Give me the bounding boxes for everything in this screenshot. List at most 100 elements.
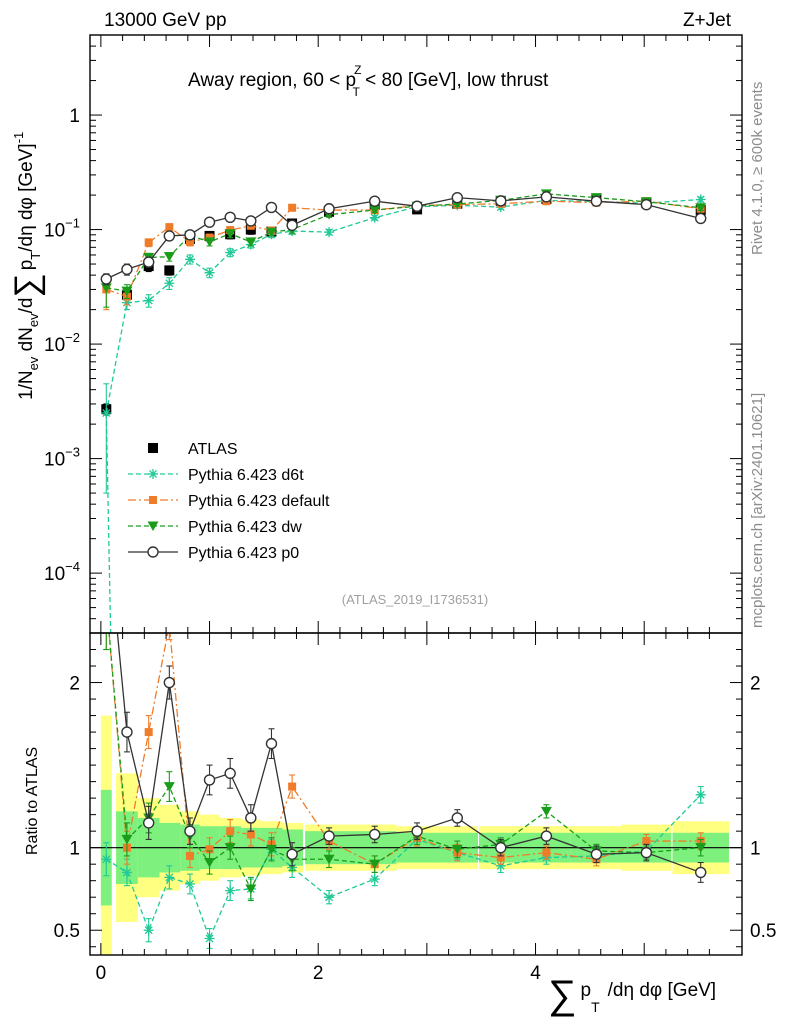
data-point-d6t	[101, 408, 112, 419]
y-tick-label-ratio-right: 1	[750, 839, 761, 860]
data-point-dw	[224, 229, 236, 239]
data-point-dw	[100, 283, 112, 293]
ratio-point-d6t	[225, 885, 236, 896]
ratio-panel: 2 2 1 1 0.5 0.5 0 2 4	[54, 35, 776, 984]
series-line-dw	[106, 193, 701, 292]
y-tick-label-ratio-right: 0.5	[750, 921, 776, 942]
ratio-point-d6t	[184, 878, 195, 889]
x-tick-label: 0	[96, 963, 107, 984]
ratio-point-default	[226, 827, 235, 836]
ratio-point-p0	[411, 825, 423, 837]
ratio-point-dw	[121, 834, 133, 845]
main-panel: 1 10−1 10−2 10−3 10−4	[44, 34, 743, 634]
data-point-p0	[265, 201, 278, 214]
series-atlas-main	[101, 193, 706, 416]
ratio-point-dw	[204, 858, 216, 868]
legend-marker-p0	[147, 546, 159, 558]
data-point-p0	[142, 256, 155, 268]
data-point-dw	[265, 227, 277, 238]
data-point-default	[288, 203, 297, 212]
data-point-dw	[121, 286, 133, 297]
legend-label-atlas: ATLAS	[188, 441, 238, 458]
header-left: 13000 GeV pp	[104, 10, 227, 31]
data-point-p0	[369, 195, 381, 207]
data-point-p0	[495, 195, 507, 207]
data-point-p0	[121, 263, 133, 275]
legend-item-dw: Pythia 6.423 dw	[128, 519, 302, 536]
y-tick-label-main: 10−2	[44, 330, 80, 356]
data-point-d6t	[184, 254, 195, 265]
data-point-p0	[640, 198, 653, 211]
ratio-point-p0	[121, 726, 133, 738]
ratio-point-p0	[184, 825, 196, 837]
ratio-point-d6t	[204, 933, 215, 944]
data-point-p0	[451, 191, 463, 204]
ratio-point-p0	[451, 812, 463, 824]
rivet-label: Rivet 4.1.0, ≥ 600k events	[749, 82, 766, 255]
y-tick-label-ratio: 1	[69, 839, 80, 860]
ratio-point-d6t	[143, 925, 154, 936]
ratio-point-dw	[224, 843, 236, 853]
data-point-d6t	[204, 267, 215, 278]
data-point-dw	[369, 205, 381, 216]
data-point-p0	[695, 212, 707, 225]
data-point-d6t	[143, 295, 154, 306]
y-tick-label-ratio: 2	[69, 674, 80, 695]
series-p0-main	[100, 191, 707, 286]
ratio-point-p0	[265, 737, 278, 750]
ratio-point-p0	[286, 848, 298, 860]
data-point-d6t	[695, 194, 706, 205]
series-p0-ratio	[103, 633, 707, 883]
data-point-p0	[245, 215, 257, 227]
legend-item-d6t: Pythia 6.423 d6t	[128, 467, 304, 484]
data-point-p0	[286, 219, 298, 231]
ratio-point-default	[144, 728, 153, 737]
data-point-d6t	[225, 247, 236, 258]
ratio-point-default	[246, 830, 255, 839]
legend: ATLAS Pythia 6.423 d6t Pythia 6.423 defaul…	[128, 441, 330, 562]
ratio-point-p0	[203, 774, 216, 786]
y-axis-label-ratio: Ratio to ATLAS	[24, 747, 41, 855]
ratio-point-d6t	[369, 874, 380, 885]
ratio-point-dw	[245, 884, 257, 894]
legend-marker-d6t	[148, 469, 158, 479]
ratio-point-p0	[323, 830, 335, 842]
ratio-point-default	[288, 782, 297, 791]
data-point-p0	[540, 191, 553, 203]
y-tick-label-ratio: 0.5	[54, 921, 80, 942]
data-point-p0	[323, 203, 335, 215]
series-line-default	[106, 200, 701, 298]
data-point-p0	[100, 273, 113, 285]
ratio-point-dw	[451, 844, 463, 855]
ratio-point-p0	[369, 828, 381, 841]
legend-marker-default	[149, 496, 157, 504]
ratio-point-dw	[540, 806, 552, 817]
x-tick-label: 2	[313, 963, 324, 984]
ratio-point-p0	[640, 846, 653, 859]
ratio-point-dw	[265, 844, 277, 855]
ratio-point-dw	[163, 782, 175, 792]
y-tick-label-ratio-right: 2	[750, 674, 761, 695]
data-point-p0	[224, 211, 236, 223]
legend-label-dw: Pythia 6.423 dw	[188, 519, 302, 536]
header-right: Z+Jet	[683, 10, 732, 31]
ratio-point-default	[542, 848, 551, 857]
ratio-point-p0	[540, 830, 553, 842]
data-point-p0	[203, 216, 216, 228]
legend-label-p0: Pythia 6.423 p0	[188, 545, 299, 562]
data-point-p0	[163, 230, 176, 242]
ratio-point-dw	[369, 859, 381, 870]
ratio-point-p0	[495, 841, 507, 854]
ratio-point-p0	[142, 817, 155, 829]
data-point-p0	[411, 200, 423, 212]
series-line-p0	[106, 196, 701, 280]
ratio-point-default	[205, 845, 214, 854]
legend-item-default: Pythia 6.423 default	[128, 493, 330, 510]
plot-title: Away region, 60 < pZ T < 80 [GeV], low th…	[188, 63, 549, 99]
legend-marker-dw	[147, 521, 159, 531]
data-point-default	[144, 238, 153, 247]
ratio-point-dw	[323, 854, 335, 865]
legend-marker-atlas	[148, 443, 158, 453]
y-axis-label-main: 1/Nev dNev/d∑pT/dη dφ [GeV]-1	[8, 132, 46, 400]
